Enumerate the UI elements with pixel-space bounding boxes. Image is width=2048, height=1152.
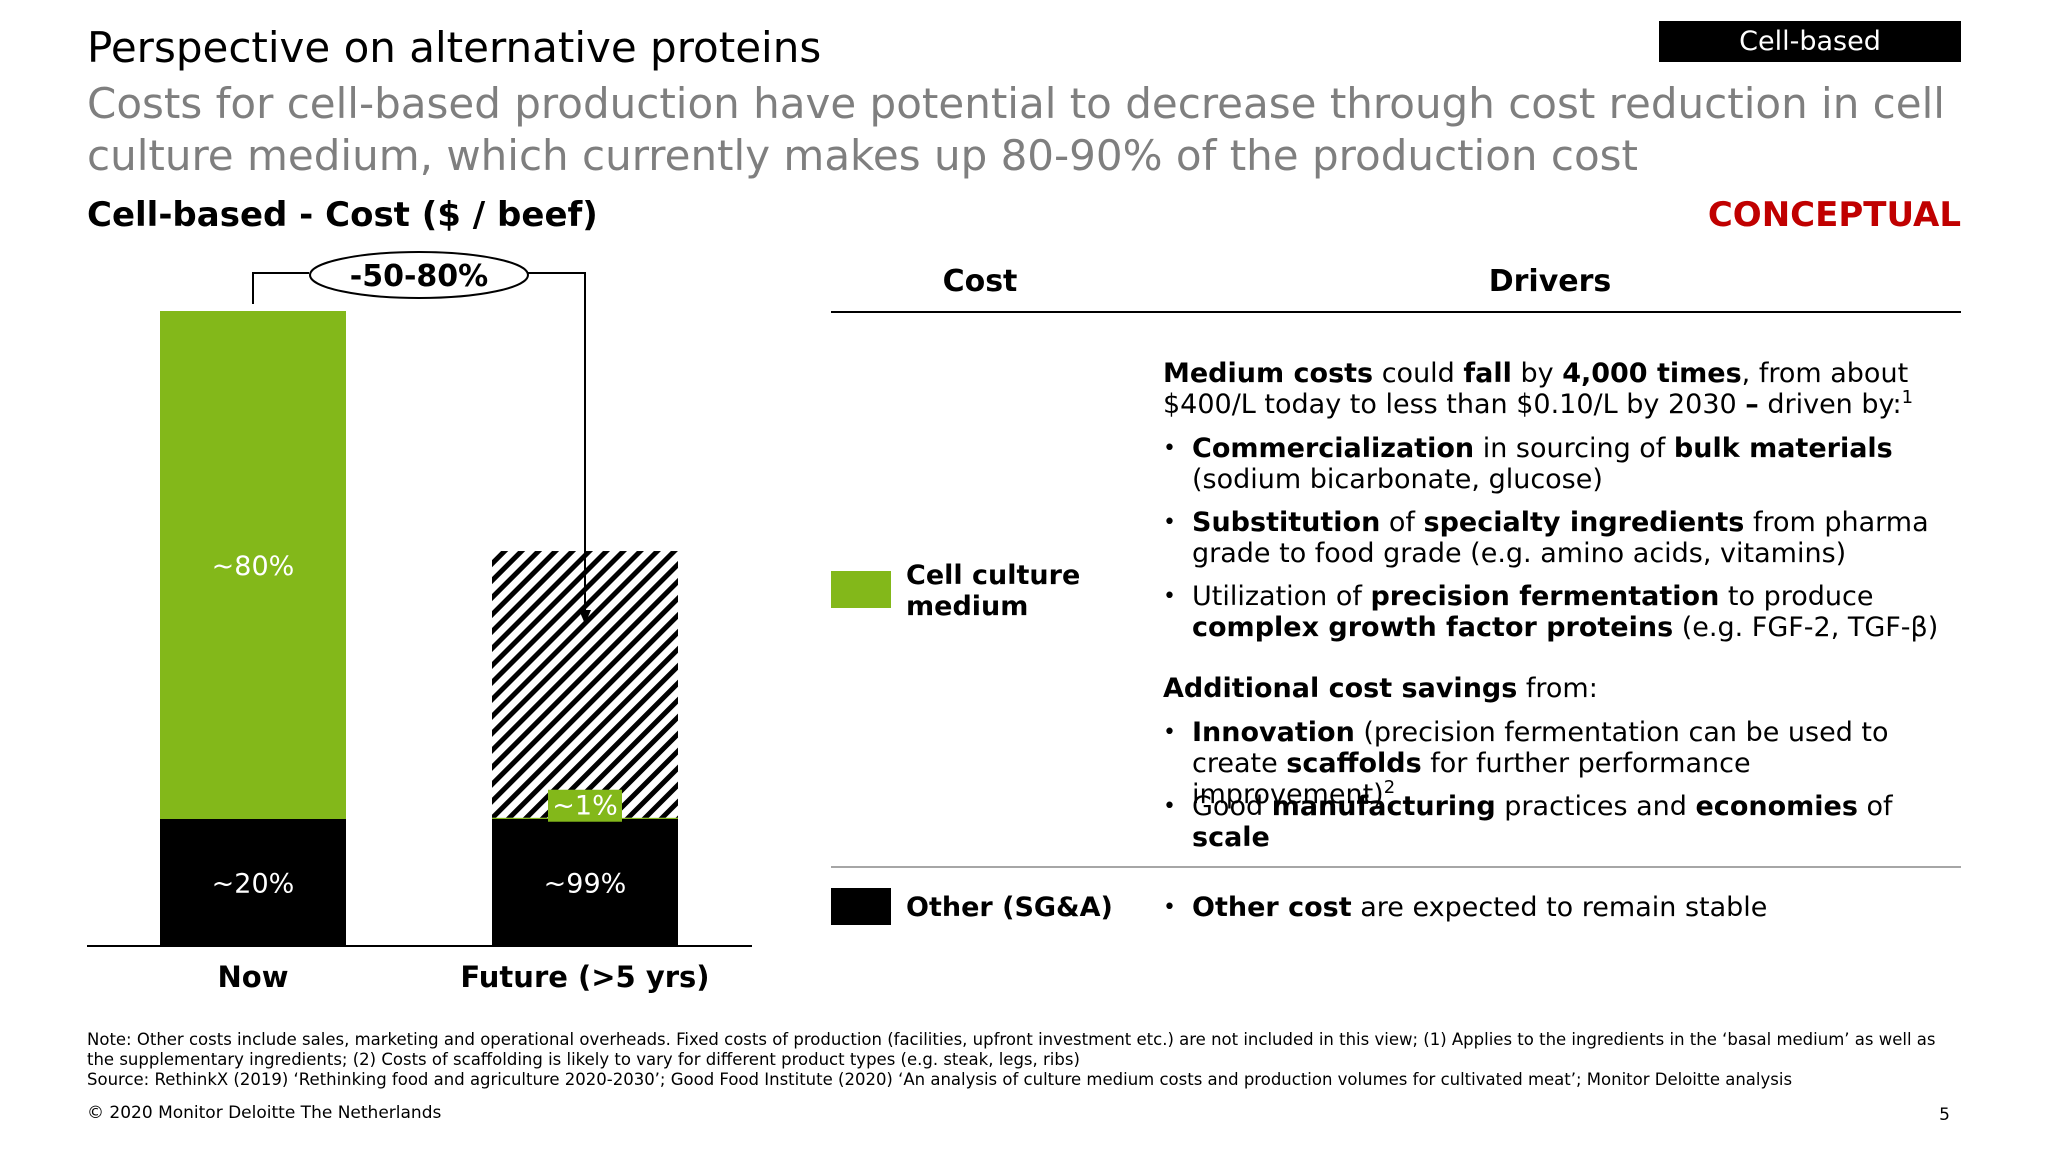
category-tag: Cell-based <box>1659 21 1961 62</box>
bullet-icon: • <box>1163 436 1176 461</box>
reduction-annotation: -50-80% <box>350 259 488 294</box>
data-label-1-2: ~99% <box>544 869 627 900</box>
bullet-icon: • <box>1163 895 1176 920</box>
column-header-cost: Cost <box>942 264 1018 299</box>
bar-segment-2-1 <box>160 311 346 819</box>
header-divider <box>831 311 1961 313</box>
reduction-ellipse <box>309 251 529 299</box>
bullet-icon: • <box>1163 584 1176 609</box>
column-header-drivers: Drivers <box>1488 264 1612 299</box>
driver-bullet-fermentation: • Utilization of precision fermentation t… <box>1163 581 1939 643</box>
copyright: © 2020 Monitor Deloitte The Netherlands <box>87 1103 442 1123</box>
data-label-bg-2-2 <box>548 789 622 822</box>
conceptual-label: CONCEPTUAL <box>1707 195 1961 235</box>
data-label-2-2: ~1% <box>552 791 617 822</box>
bullet-icon: • <box>1163 510 1176 535</box>
bullet-icon: • <box>1163 720 1176 745</box>
bar-segment-1-1 <box>160 819 346 946</box>
cost-bar-chart: -50-80% ~20% ~80% ~99% ~1% Now Future (>5 y… <box>87 251 752 994</box>
reduction-arrow-head <box>579 610 591 624</box>
x-tick-label-future: Future (>5 yrs) <box>460 960 709 994</box>
footnote-source: Source: RethinkX (2019) ‘Rethinking food… <box>87 1070 1793 1089</box>
footnote: Note: Other costs include sales, marketi… <box>87 1030 1967 1090</box>
additional-savings-heading: Additional cost savings from: <box>1163 673 1598 704</box>
driver-bullet-manufacturing: • Good manufacturing practices and econom… <box>1163 791 1893 853</box>
driver-bullet-substitution: • Substitution of specialty ingredients f… <box>1163 507 1929 569</box>
legend-swatch-other <box>831 888 891 925</box>
x-tick-label-now: Now <box>218 960 289 994</box>
footnote-note: Note: Other costs include sales, marketi… <box>87 1030 1936 1069</box>
data-label-2-1: ~80% <box>212 551 295 582</box>
cost-label-medium: Cell culture medium <box>906 560 1081 622</box>
drivers-intro: Medium costs could fall by 4,000 times, … <box>1163 358 1914 420</box>
page-title: Perspective on alternative proteins <box>87 23 822 72</box>
reduction-arrow-line <box>252 272 309 304</box>
driver-bullet-innovation: • Innovation (precision fermentation can … <box>1163 717 1889 810</box>
legend-swatch-medium <box>831 571 891 608</box>
reduction-arrow-line-right <box>528 272 586 613</box>
cost-label-other: Other (SG&A) <box>906 892 1113 923</box>
data-label-1-1: ~20% <box>212 869 295 900</box>
driver-bullet-commercialization: • Commercialization in sourcing of bulk m… <box>1163 433 1893 495</box>
chart-title: Cell-based - Cost ($ / beef) <box>87 195 598 235</box>
bullet-icon: • <box>1163 794 1176 819</box>
bar-segment-1-2 <box>492 819 678 946</box>
driver-bullet-other-cost: • Other cost are expected to remain stabl… <box>1163 892 1768 923</box>
page-number: 5 <box>1939 1105 1950 1125</box>
row-divider <box>831 866 1961 868</box>
page-subtitle: Costs for cell-based production have pot… <box>87 79 1945 180</box>
